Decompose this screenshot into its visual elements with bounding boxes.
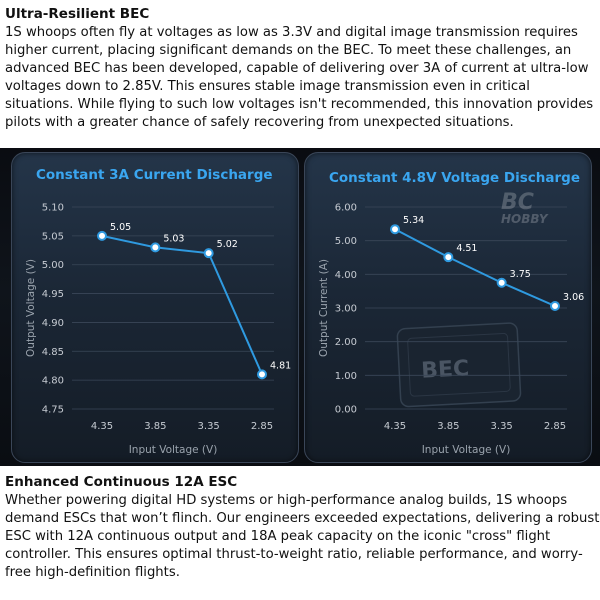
x-axis-label: Input Voltage (V) bbox=[422, 444, 511, 456]
y-tick-label: 4.85 bbox=[42, 347, 64, 358]
section-title-esc: Enhanced Continuous 12A ESC bbox=[5, 474, 238, 490]
data-label: 4.81 bbox=[270, 360, 291, 371]
data-point bbox=[443, 252, 454, 263]
y-tick-label: 0.00 bbox=[335, 405, 357, 416]
data-label: 5.34 bbox=[403, 215, 424, 226]
section-title-bec: Ultra-Resilient BEC bbox=[5, 6, 150, 22]
chart-panel-voltage-discharge: BEC Constant 4.8V Voltage Discharge 6.00 5… bbox=[304, 152, 592, 463]
y-tick-label: 4.90 bbox=[42, 318, 64, 329]
section-body-esc: Whether powering digital HD systems or h… bbox=[5, 493, 600, 580]
chart-plot-layer: Constant 3A Current Discharge 5.10 5.05 5.0… bbox=[25, 167, 291, 456]
board-graphic: BEC bbox=[396, 322, 522, 408]
x-tick-label: 3.35 bbox=[198, 421, 220, 432]
chart-panel-current-discharge: Constant 3A Current Discharge 5.10 5.05 5.0… bbox=[11, 152, 299, 463]
y-tick-label: 6.00 bbox=[335, 203, 357, 214]
y-tick-label: 5.00 bbox=[335, 236, 357, 247]
data-point bbox=[97, 230, 107, 241]
data-point bbox=[203, 248, 214, 259]
data-point bbox=[496, 277, 507, 288]
data-label: 5.02 bbox=[217, 239, 238, 250]
data-point bbox=[257, 369, 267, 380]
data-label: 4.51 bbox=[456, 243, 477, 254]
x-tick-label: 2.85 bbox=[251, 421, 273, 432]
x-tick-label: 2.85 bbox=[544, 421, 566, 432]
y-tick-label: 5.00 bbox=[42, 260, 64, 271]
y-tick-label: 5.10 bbox=[42, 203, 64, 214]
data-label: 3.75 bbox=[510, 269, 531, 280]
y-tick-label: 2.00 bbox=[335, 337, 357, 348]
chart-voltage-discharge: BEC Constant 4.8V Voltage Discharge 6.00 5… bbox=[318, 170, 584, 456]
x-tick-label: 4.35 bbox=[91, 421, 113, 432]
board-marking: BEC bbox=[421, 356, 470, 383]
chart-title: Constant 3A Current Discharge bbox=[36, 167, 273, 183]
x-tick-label: 4.35 bbox=[384, 421, 406, 432]
chart-current-discharge: Constant 3A Current Discharge 5.10 5.05 5.0… bbox=[25, 167, 291, 456]
chart-title: Constant 4.8V Voltage Discharge bbox=[329, 170, 580, 186]
chart-plot-layer: Constant 4.8V Voltage Discharge 6.00 5.00 4… bbox=[318, 170, 584, 456]
data-point bbox=[550, 300, 560, 311]
x-tick-label: 3.35 bbox=[491, 421, 513, 432]
watermark-line-2: HOBBY bbox=[501, 212, 548, 226]
y-tick-label: 4.95 bbox=[42, 289, 64, 300]
section-body-bec: 1S whoops often fly at voltages as low a… bbox=[5, 25, 594, 130]
y-axis-label: Output Current (A) bbox=[318, 259, 330, 357]
y-tick-label: 1.00 bbox=[335, 371, 357, 382]
y-tick-label: 5.05 bbox=[42, 231, 64, 242]
y-tick-label: 4.00 bbox=[335, 270, 357, 281]
data-label: 5.03 bbox=[163, 233, 184, 244]
y-tick-label: 4.80 bbox=[42, 376, 64, 387]
x-axis-label: Input Voltage (V) bbox=[129, 444, 218, 456]
data-label: 5.05 bbox=[110, 222, 131, 233]
data-point bbox=[150, 242, 161, 253]
y-axis-label: Output Voltage (V) bbox=[25, 259, 37, 357]
x-tick-label: 3.85 bbox=[144, 421, 166, 432]
watermark-line-1: BC bbox=[501, 190, 534, 215]
y-tick-label: 4.75 bbox=[42, 405, 64, 416]
data-point bbox=[390, 224, 400, 235]
watermark-logo: BC HOBBY bbox=[501, 190, 548, 226]
data-label: 3.06 bbox=[563, 292, 584, 303]
x-tick-label: 3.85 bbox=[437, 421, 459, 432]
series-line bbox=[394, 228, 556, 307]
series-line bbox=[101, 234, 263, 375]
y-tick-label: 3.00 bbox=[335, 304, 357, 315]
